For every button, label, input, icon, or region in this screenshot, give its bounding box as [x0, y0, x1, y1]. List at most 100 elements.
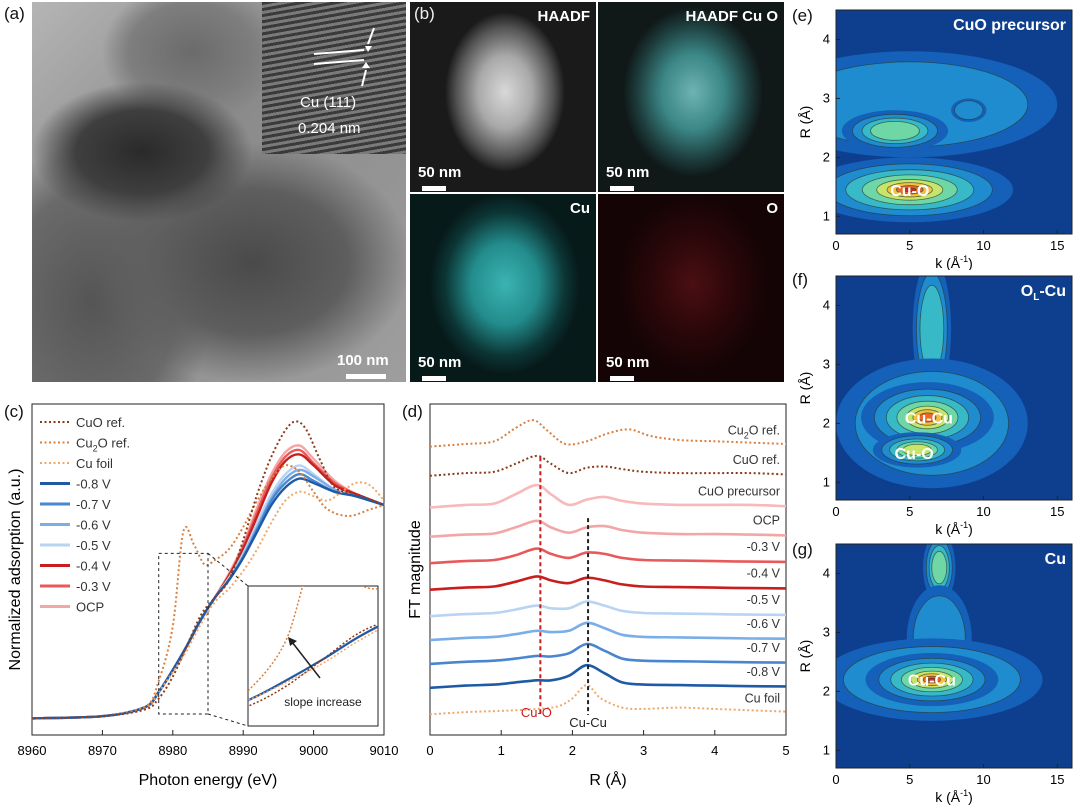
wavelet-field-g — [836, 544, 1072, 768]
y-tick-label-f: 2 — [823, 415, 830, 430]
zoom-connector-c — [207, 553, 249, 587]
x-tick-label-d: 5 — [782, 743, 789, 758]
y-tick-label-f: 1 — [823, 474, 830, 489]
series-line-d — [429, 684, 787, 716]
y-axis-label-f: R (Å) — [797, 372, 813, 405]
x-tick-label-d: 3 — [640, 743, 647, 758]
x-tick-label-f: 0 — [832, 504, 839, 519]
panel-label-d: (d) — [402, 402, 423, 421]
contour-level-e — [954, 100, 984, 121]
plot-frame-d — [429, 403, 787, 736]
contour-level-e — [870, 120, 920, 141]
marker-label-d: Cu-O — [521, 705, 552, 720]
series-line-d — [429, 621, 787, 642]
x-tick-label-c: 8980 — [158, 743, 187, 758]
marker-label-d: Cu-Cu — [569, 715, 607, 730]
contour-level-e — [903, 187, 917, 193]
y-tick-label-e: 1 — [823, 208, 830, 223]
contour-level-g — [931, 550, 948, 585]
series-line-d — [429, 600, 787, 618]
o-map-tile: O 50 nm — [598, 194, 784, 382]
scalebar-a — [346, 374, 386, 379]
x-tick-label-e: 5 — [906, 238, 913, 253]
x-tick-label-d: 0 — [426, 743, 433, 758]
tile-title-o: O — [766, 200, 778, 217]
panel-label-e: (e) — [792, 6, 813, 25]
tile-title-haadf: HAADF — [537, 8, 591, 25]
legend-label-c: Cu foil — [76, 456, 113, 471]
y-tick-label-e: 2 — [823, 149, 830, 164]
wavelet-plot-e: 0 5 10 15 1 2 3 4 k (Å-1) R (Å) CuO precursor Cu-O — [797, 9, 1073, 270]
series-label-d: CuO precursor — [698, 485, 780, 499]
x-tick-label-g: 15 — [1050, 772, 1064, 787]
inset-label-spacing: 0.204 nm — [298, 120, 361, 137]
series-line-d — [429, 519, 787, 538]
panel-label-c: (c) — [4, 402, 24, 421]
tile-scalebar-o — [610, 376, 634, 381]
wavelet-field-e — [836, 10, 1072, 234]
y-tick-label-g: 3 — [823, 624, 830, 639]
legend-label-c: CuO ref. — [76, 415, 125, 430]
legend-label-c: OCP — [76, 600, 104, 615]
zoom-connector-c — [207, 713, 249, 727]
x-tick-label-c: 9000 — [299, 743, 328, 758]
series-label-d: Cu2O ref. — [728, 424, 780, 441]
panel-label-a: (a) — [4, 4, 25, 23]
xanes-chart: 8960 8970 8980 8990 9000 9010 Photon energy (e… — [7, 403, 398, 789]
wavelet-plot-g: 0 5 10 15 1 2 3 4 k (Å-1) R (Å) Cu Cu-Cu — [797, 543, 1073, 805]
peak-label-e: Cu-O — [890, 183, 929, 200]
tile-scalebar-haadf-cuo — [610, 186, 634, 191]
panel-label-g: (g) — [792, 540, 813, 559]
x-tick-label-c: 8960 — [18, 743, 47, 758]
cu-map-tile: Cu 50 nm — [410, 194, 596, 382]
x-tick-label-e: 10 — [976, 238, 990, 253]
x-axis-label-g: k (Å-1) — [935, 788, 973, 805]
legend-label-c: -0.5 V — [76, 538, 111, 553]
series-label-d: -0.7 V — [747, 641, 781, 655]
haadf-tile: HAADF 50 nm — [410, 2, 596, 192]
y-tick-label-f: 4 — [823, 297, 830, 312]
series-label-d: -0.8 V — [747, 665, 781, 679]
legend-label-c: -0.7 V — [76, 497, 111, 512]
inset-series-line-c — [248, 625, 378, 702]
peak-label-f: Cu-O — [895, 446, 934, 463]
y-tick-label-g: 1 — [823, 742, 830, 757]
wavelet-title-g: Cu — [1045, 551, 1066, 568]
contour-level-f — [918, 412, 937, 423]
x-axis-label-d: R (Å) — [589, 770, 626, 789]
x-axis-label-f: k (Å-1) — [935, 520, 973, 537]
series-line-d — [429, 419, 787, 448]
wavelet-title-f: OL-Cu — [1021, 283, 1066, 303]
haadf-cuo-tile: HAADF Cu O 50 nm — [598, 2, 784, 192]
x-tick-label-d: 1 — [498, 743, 505, 758]
wavelet-field-f — [836, 276, 1072, 500]
peak-label-g: Cu-Cu — [908, 673, 956, 690]
x-tick-label-e: 0 — [832, 238, 839, 253]
y-axis-label-g: R (Å) — [797, 640, 813, 673]
x-tick-label-f: 5 — [906, 504, 913, 519]
x-tick-label-c: 8970 — [88, 743, 117, 758]
x-axis-label-e: k (Å-1) — [935, 254, 973, 270]
y-axis-label-e: R (Å) — [797, 106, 813, 139]
series-line-c — [31, 481, 385, 720]
y-tick-label-g: 2 — [823, 683, 830, 698]
exafs-chart: 0 1 2 3 4 5 R (Å) FT magnitude Cu2O ref. CuO ref.… — [407, 403, 790, 789]
tile-scalebar-label-haadf: 50 nm — [418, 164, 462, 181]
series-line-d — [429, 547, 787, 565]
series-line-d — [429, 454, 787, 477]
legend-label-c: -0.4 V — [76, 559, 111, 574]
hrtem-inset: Cu (111) 0.204 nm — [262, 2, 406, 154]
x-tick-label-g: 0 — [832, 772, 839, 787]
inset-annotation-c: slope increase — [284, 695, 362, 709]
plot-frame-e — [835, 9, 1073, 235]
inset-label-plane: Cu (111) — [300, 94, 357, 111]
x-tick-label-e: 15 — [1050, 238, 1064, 253]
tile-scalebar-label-cu: 50 nm — [418, 354, 462, 371]
tile-scalebar-label-haadf-cuo: 50 nm — [606, 164, 650, 181]
x-axis-label-c: Photon energy (eV) — [139, 772, 278, 789]
x-tick-label-c: 8990 — [229, 743, 258, 758]
x-tick-label-f: 15 — [1050, 504, 1064, 519]
plot-frame-f — [835, 275, 1073, 501]
panel-label-b: (b) — [414, 4, 435, 23]
y-axis-label-d: FT magnitude — [407, 520, 424, 619]
